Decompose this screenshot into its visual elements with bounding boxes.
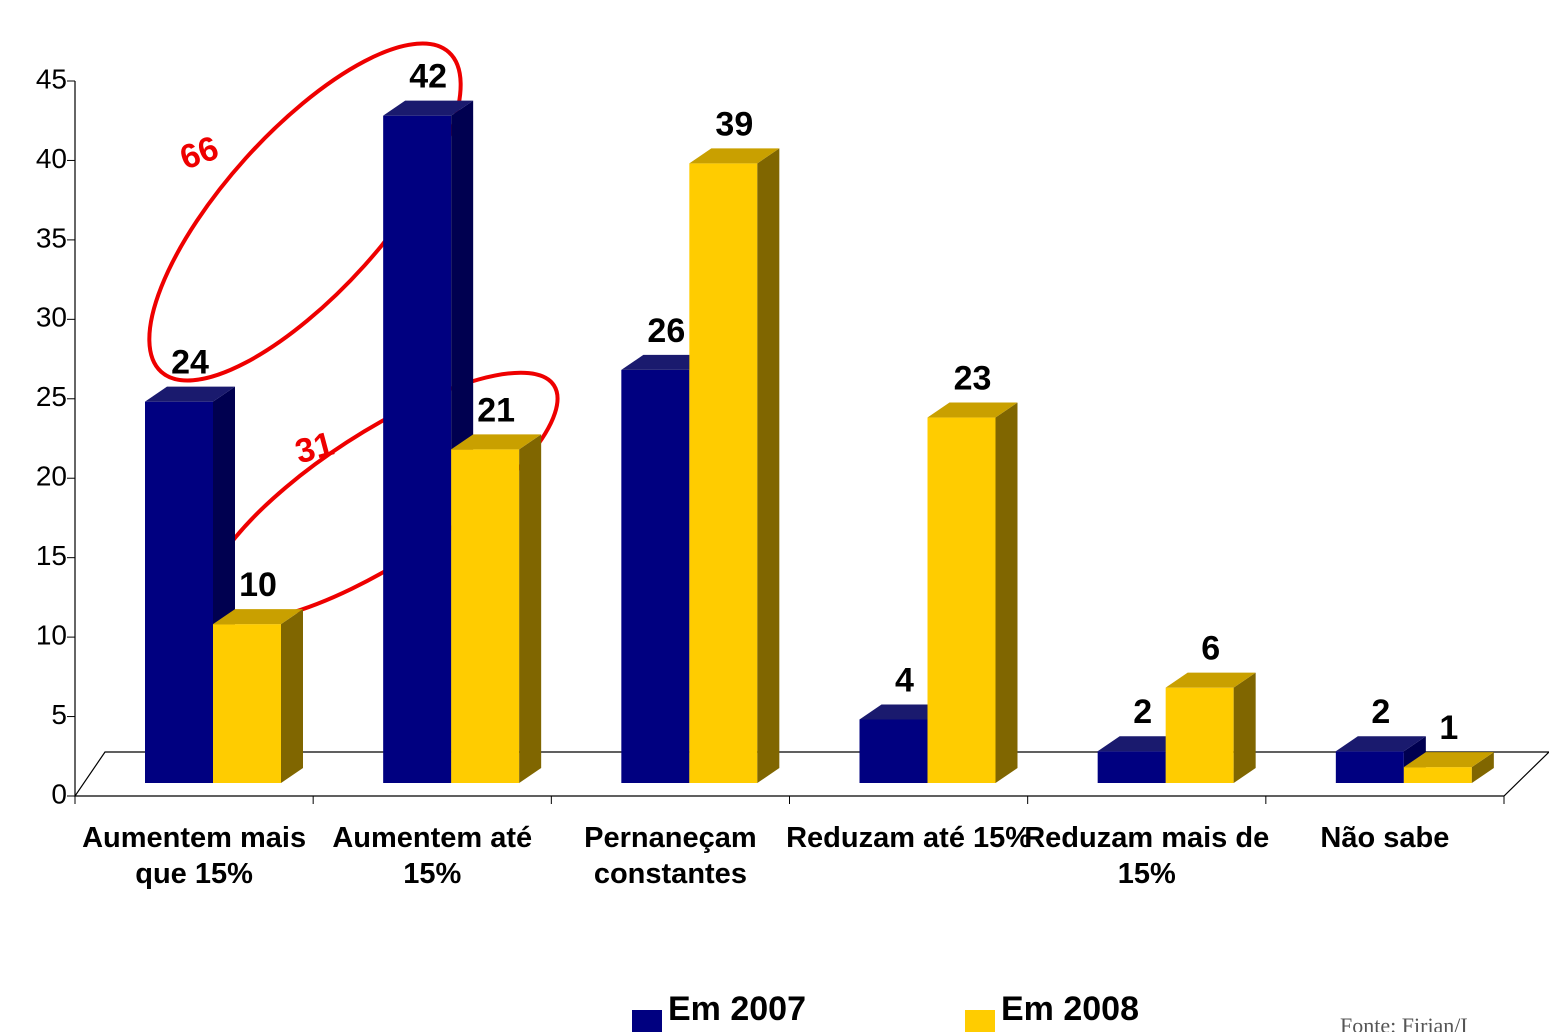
value-label: 4 <box>895 661 914 699</box>
x-tick-label-box: Reduzam até 15% <box>786 822 1032 854</box>
bar <box>621 369 690 783</box>
x-tick-label: Aumentem até 15% <box>332 822 533 890</box>
bar-side <box>1471 752 1494 783</box>
bar-side <box>995 402 1018 783</box>
bar-top <box>383 100 474 116</box>
annotation: 31 <box>291 425 337 471</box>
x-tick-label-box: Reduzam mais de 15% <box>1024 822 1270 890</box>
bar <box>1335 751 1404 783</box>
legend-label: Em 2008 <box>1001 990 1139 1028</box>
annotation: 66 <box>175 129 224 178</box>
bar-top <box>451 434 542 450</box>
bar-top <box>145 386 235 402</box>
value-label: 6 <box>1201 630 1220 668</box>
value-label: 10 <box>239 566 277 604</box>
bar <box>383 115 452 783</box>
value-label: 2 <box>1133 693 1152 731</box>
legend-swatch <box>965 1010 995 1032</box>
bar <box>927 417 996 783</box>
value-label: 1 <box>1439 709 1458 747</box>
x-tick-label-box: Não sabe <box>1320 822 1450 854</box>
bar-side <box>1233 672 1256 783</box>
bar-side <box>281 609 303 783</box>
y-tick-label: 25 <box>36 381 67 412</box>
bar <box>145 401 213 783</box>
bar-side <box>757 148 780 784</box>
y-tick-label: 40 <box>36 143 67 174</box>
y-tick-label: 15 <box>36 540 67 571</box>
value-label: 23 <box>954 360 992 398</box>
y-tick-label: 10 <box>36 620 67 651</box>
x-tick-label: Reduzam até 15% <box>786 822 1032 854</box>
bar <box>859 719 928 783</box>
value-label: 24 <box>171 344 209 382</box>
source: Fonte: Firjan/I <box>1340 1013 1468 1032</box>
annotation-ellipse <box>147 41 463 383</box>
bar-top <box>859 704 950 720</box>
x-tick-label: Reduzam mais de 15% <box>1024 822 1270 890</box>
x-tick-label: Aumentem mais que 15% <box>82 822 307 890</box>
bar <box>451 449 520 783</box>
value-label: 21 <box>477 391 515 429</box>
y-tick-label: 30 <box>36 302 67 333</box>
x-tick-label-box: Pernaneçam constantes <box>584 822 757 890</box>
y-tick-label: 20 <box>36 461 67 492</box>
legend-label: Em 2007 <box>668 990 806 1028</box>
legend-swatch <box>632 1010 662 1032</box>
value-label: 2 <box>1371 693 1390 731</box>
y-tick-label: 5 <box>51 699 67 730</box>
bar-side <box>519 434 542 783</box>
value-label: 39 <box>715 105 753 143</box>
x-tick-label: Pernaneçam constantes <box>584 822 757 890</box>
bar-top <box>1097 736 1188 752</box>
bar <box>1403 767 1472 783</box>
bar-top <box>927 402 1018 418</box>
bar <box>1097 751 1166 783</box>
bar <box>213 624 281 783</box>
bar-top <box>621 354 712 370</box>
x-tick-label-box: Aumentem mais que 15% <box>82 822 307 890</box>
bar-top <box>689 148 780 164</box>
value-label: 42 <box>409 58 447 96</box>
y-tick-label: 0 <box>51 778 67 809</box>
bar-top <box>1165 672 1256 688</box>
x-tick-label: Não sabe <box>1320 822 1450 854</box>
bar-top <box>1335 736 1426 752</box>
value-label: 26 <box>647 312 685 350</box>
bar-top <box>213 609 303 625</box>
bar <box>1165 687 1234 783</box>
x-tick-label-box: Aumentem até 15% <box>332 822 533 890</box>
bar-top <box>1403 752 1494 768</box>
y-tick-label: 35 <box>36 222 67 253</box>
y-tick-label: 45 <box>36 63 67 94</box>
bar <box>689 163 758 784</box>
